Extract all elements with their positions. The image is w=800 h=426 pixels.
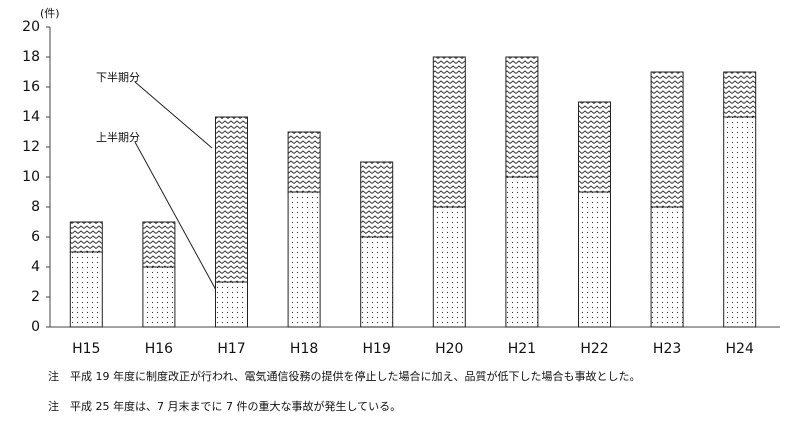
bar-segment <box>505 176 539 328</box>
bar-segment <box>578 191 611 328</box>
bar-segment <box>650 71 684 208</box>
bar-segment <box>360 236 394 328</box>
bar-segment <box>215 281 248 328</box>
bar-segment <box>723 71 757 118</box>
bar-segment <box>215 116 248 283</box>
y-tick-label: 2 <box>31 289 40 305</box>
unit-label: (件) <box>40 7 60 20</box>
bar-segment <box>142 266 176 328</box>
leader-line <box>134 81 213 149</box>
bar-segment <box>723 116 757 328</box>
x-tick-label: H16 <box>145 341 173 357</box>
note: 注 平成 25 年度は、7 月末までに 7 件の重大な事故が発生している。 <box>48 399 401 413</box>
y-tick-label: 18 <box>22 49 40 65</box>
bar-segment <box>142 221 176 268</box>
x-tick-label: H23 <box>653 341 681 357</box>
x-tick-label: H22 <box>580 341 608 357</box>
x-tick-label: H17 <box>217 341 245 357</box>
y-tick-label: 14 <box>22 109 40 125</box>
y-tick-label: 16 <box>22 79 40 95</box>
bar-segment <box>650 206 684 328</box>
x-tick-label: H20 <box>435 341 463 357</box>
y-tick-label: 12 <box>22 139 40 155</box>
leader-line <box>134 141 217 291</box>
y-tick-label: 4 <box>31 259 40 275</box>
bar-segment <box>360 161 394 238</box>
x-tick-label: H21 <box>508 341 536 357</box>
y-tick-label: 0 <box>31 319 40 335</box>
y-tick-label: 6 <box>31 229 40 245</box>
series-annotation: 下半期分 <box>96 70 140 84</box>
y-tick-label: 10 <box>22 169 40 185</box>
y-tick-label: 20 <box>22 19 40 35</box>
bar-segment <box>69 221 103 253</box>
series-annotation: 上半期分 <box>96 130 140 144</box>
y-tick-label: 8 <box>31 199 40 215</box>
bar-segment <box>505 56 539 178</box>
note: 注 平成 19 年度に制度改正が行われ、電気通信役務の提供を停止した場合に加え、… <box>48 369 641 383</box>
x-tick-label: H19 <box>363 341 391 357</box>
bar-segment <box>287 191 321 328</box>
x-tick-label: H18 <box>290 341 318 357</box>
x-tick-label: H24 <box>726 341 754 357</box>
x-tick-label: H15 <box>72 341 100 357</box>
bar-segment <box>287 131 321 193</box>
bar-segment <box>578 101 611 193</box>
bar-segment <box>432 56 466 208</box>
bar-segment <box>69 251 103 328</box>
bar-segment <box>432 206 466 328</box>
